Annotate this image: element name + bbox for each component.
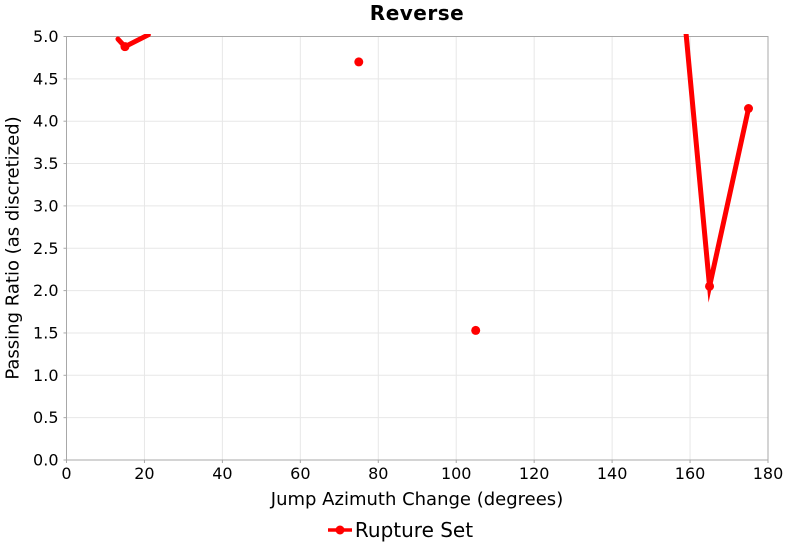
x-tick-label: 20 [134, 464, 154, 483]
y-tick-label: 3.0 [33, 196, 58, 215]
y-tick-label: 2.5 [33, 239, 58, 258]
x-tick-label: 60 [290, 464, 310, 483]
x-tick-label: 100 [441, 464, 472, 483]
x-tick-label: 160 [675, 464, 706, 483]
x-tick-label: 0 [61, 464, 71, 483]
y-tick-label: 1.5 [33, 323, 58, 342]
data-point-marker [471, 325, 481, 335]
x-tick-label: 40 [212, 464, 232, 483]
y-tick-label: 2.0 [33, 281, 58, 300]
x-tick-label: 120 [519, 464, 550, 483]
chart-title: Reverse [369, 1, 465, 25]
data-point-marker [354, 57, 364, 67]
data-point-marker [744, 103, 754, 113]
y-tick-label: 5.0 [33, 27, 58, 46]
x-tick-label: 180 [753, 464, 784, 483]
data-point-marker [705, 281, 715, 291]
y-tick-label: 4.0 [33, 112, 58, 131]
y-tick-label: 4.5 [33, 69, 58, 88]
legend-label: Rupture Set [354, 518, 474, 542]
x-tick-label: 140 [597, 464, 628, 483]
series-line [683, 34, 752, 303]
data-point-marker [120, 42, 130, 52]
y-tick-label: 0.0 [33, 451, 58, 470]
y-tick-label: 1.0 [33, 366, 58, 385]
legend-line-marker-icon [327, 525, 352, 535]
y-tick-label: 0.5 [33, 408, 58, 427]
x-tick-label: 80 [368, 464, 388, 483]
legend: Rupture Set [0, 518, 800, 542]
y-axis-label: Passing Ratio (as discretized) [2, 116, 24, 380]
x-axis-label: Jump Azimuth Change (degrees) [270, 489, 564, 510]
y-tick-label: 3.5 [33, 154, 58, 173]
